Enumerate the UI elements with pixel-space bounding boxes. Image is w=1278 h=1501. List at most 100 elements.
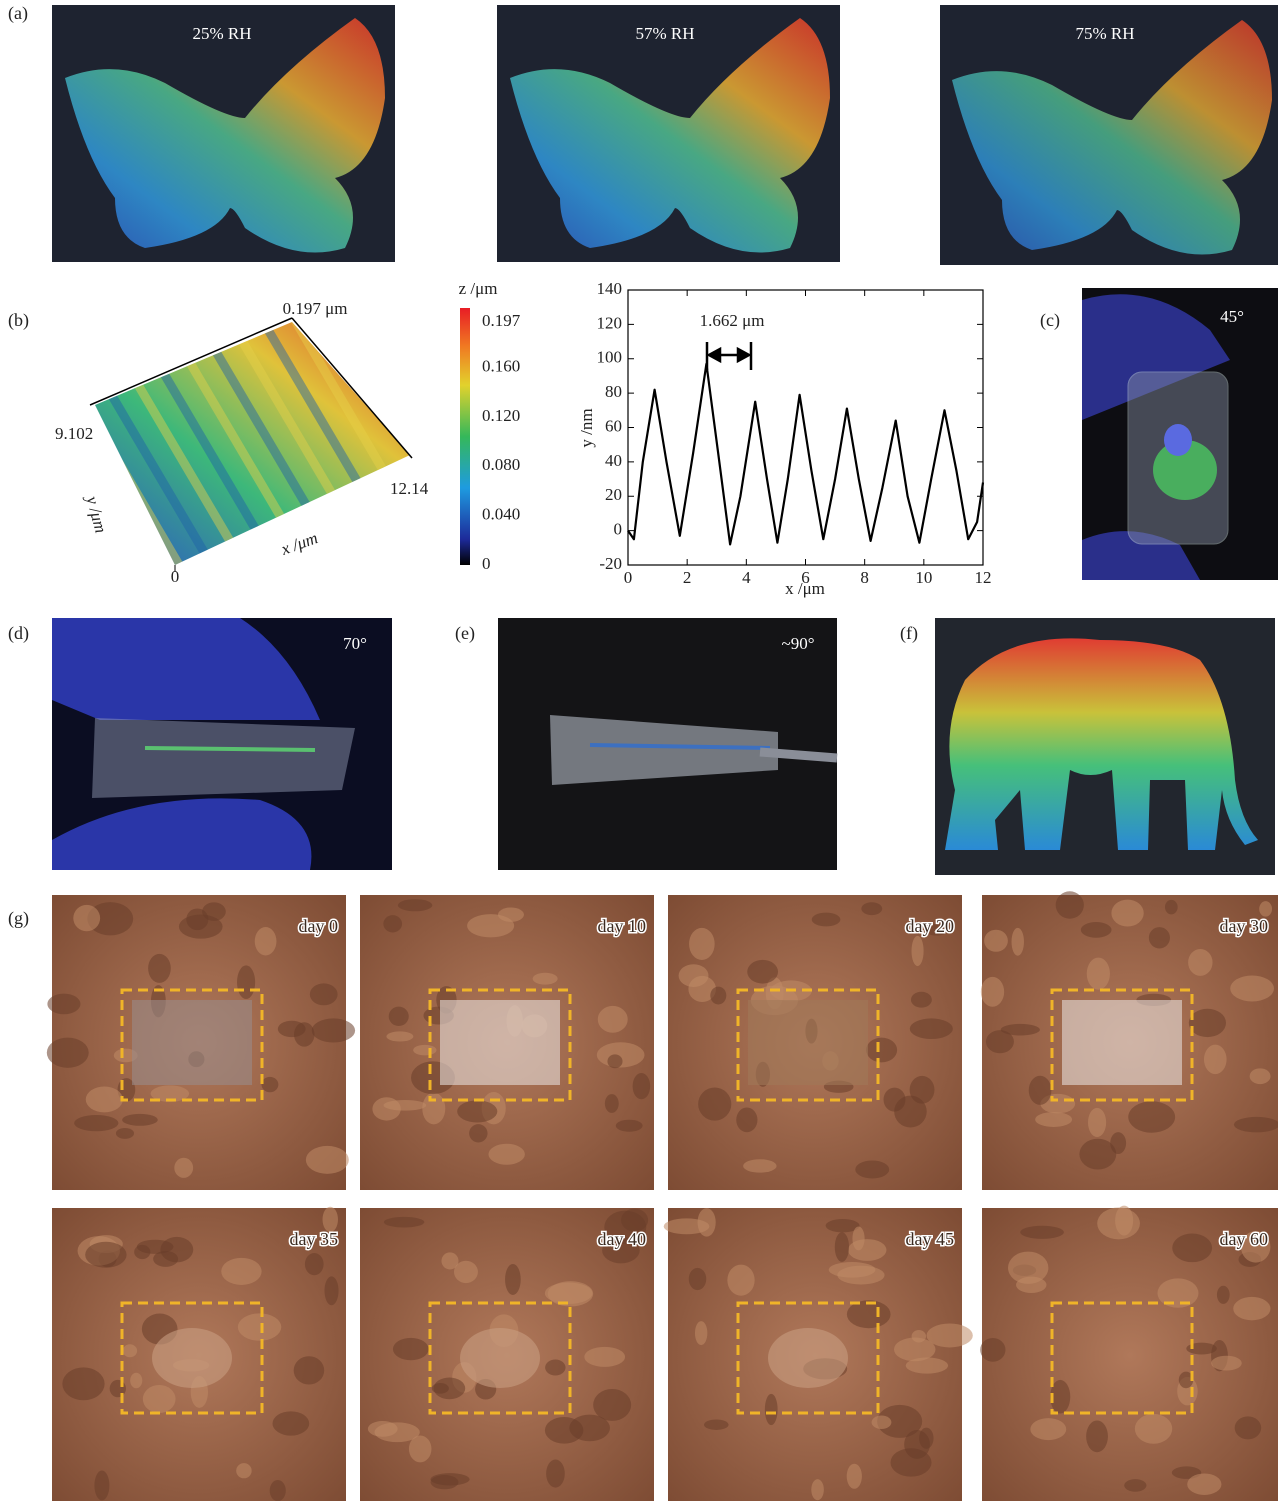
soil-clod	[431, 1475, 459, 1489]
soil-clod	[912, 936, 924, 966]
colorbar-tick-label: 0	[482, 554, 491, 573]
film	[748, 1000, 868, 1085]
y-tick-label: 100	[597, 348, 623, 367]
day-label: day 35	[290, 1229, 339, 1249]
soil-clod	[310, 983, 338, 1005]
soil-clod	[488, 1144, 524, 1165]
surface-x-max: 12.14	[390, 479, 429, 498]
arrow-head	[738, 349, 749, 361]
day-label: day 20	[906, 916, 955, 936]
soil-clod	[695, 1321, 707, 1345]
soil-clod	[221, 1258, 261, 1285]
surface-plot	[85, 317, 412, 575]
soil-clod	[584, 1347, 625, 1367]
soil-clod	[324, 1276, 338, 1305]
soil-clod	[1086, 1420, 1108, 1452]
soil-clod	[910, 1076, 935, 1104]
soil-clod	[837, 1266, 884, 1285]
soil-clod	[727, 1265, 754, 1296]
annotation-arrow	[707, 342, 751, 370]
soil-clod	[710, 987, 726, 1005]
soil-clod	[457, 1100, 497, 1122]
soil-clod	[861, 902, 882, 915]
soil-clod	[1029, 1076, 1052, 1105]
data-line	[628, 364, 983, 545]
soil-clod	[237, 965, 255, 999]
panel-label: (g)	[8, 908, 29, 929]
x-tick-label: 2	[683, 568, 692, 587]
soil-clod	[1087, 958, 1110, 990]
panel-label: (e)	[455, 623, 475, 644]
angle-label: 70°	[343, 634, 367, 653]
soil-clod	[422, 1093, 445, 1125]
soil-clod	[743, 1159, 776, 1172]
colorbar-tick-label: 0.160	[482, 357, 520, 376]
surface-y-max: 9.102	[55, 424, 93, 443]
soil-clod	[1259, 901, 1272, 916]
humidity-label: 25% RH	[192, 24, 251, 43]
soil-clod	[910, 1018, 953, 1039]
soil-clod	[1111, 900, 1143, 927]
soil-clod	[1211, 1356, 1242, 1371]
x-tick-label: 12	[975, 568, 992, 587]
soil-clod	[811, 1479, 824, 1500]
soil-clod	[1035, 1112, 1072, 1127]
soil-clod	[545, 1360, 565, 1376]
surface-y-label: y /μm	[82, 492, 111, 535]
soil-clod	[278, 1021, 306, 1037]
soil-clod	[533, 973, 558, 985]
soil-clod	[384, 1217, 424, 1228]
soil-clod	[368, 1421, 398, 1437]
soil-clod	[1204, 1045, 1227, 1074]
soil-clod	[1124, 1479, 1146, 1492]
soil-clod	[432, 1383, 449, 1394]
day-label: day 0	[299, 916, 339, 936]
film	[1062, 1000, 1182, 1085]
soil-clod	[174, 1158, 193, 1178]
soil-clod	[689, 1268, 707, 1290]
soil-clod	[919, 1428, 933, 1449]
surface-z-label: 0.197 μm	[283, 299, 348, 318]
colorbar-tick-label: 0.040	[482, 505, 520, 524]
x-tick-label: 8	[860, 568, 869, 587]
humidity-label: 57% RH	[635, 24, 694, 43]
soil-clod	[1135, 1414, 1172, 1444]
soil-clod	[1217, 1286, 1230, 1304]
film	[440, 1000, 560, 1085]
soil-clod	[1149, 927, 1170, 948]
soil-clod	[1250, 1068, 1271, 1084]
y-tick-label: 140	[597, 279, 623, 298]
soil-clod	[616, 1120, 643, 1132]
soil-clod	[607, 1054, 622, 1068]
soil-clod	[272, 1411, 309, 1435]
soil-clod	[85, 1242, 126, 1268]
soil-clod	[633, 1073, 651, 1099]
soil-clod	[305, 1253, 324, 1275]
soil-clod	[1081, 922, 1112, 938]
soil-clod	[413, 1045, 436, 1056]
angle-label: ~90°	[782, 634, 815, 653]
soil-clod	[122, 1114, 158, 1126]
y-axis-label: y /nm	[577, 408, 596, 447]
soil-clod	[704, 1420, 729, 1430]
colorbar-tick-label: 0.197	[482, 311, 521, 330]
soil-clod	[1128, 1101, 1175, 1132]
soil-clod	[1079, 1139, 1116, 1170]
soil-clod	[236, 1463, 251, 1478]
soil-clod	[981, 977, 1004, 1007]
soil-clod	[855, 1160, 889, 1178]
soil-clod	[927, 1323, 973, 1347]
film	[1164, 424, 1192, 456]
chart: -20020406080100120140024681012	[597, 279, 992, 587]
soil-clod	[62, 1367, 104, 1400]
soil-clod	[47, 994, 80, 1015]
soil-clod	[312, 1018, 355, 1042]
panel-label: (a)	[8, 3, 28, 24]
soil-clod	[110, 1380, 126, 1397]
soil-clod	[984, 930, 1008, 952]
soil-clod	[986, 1030, 1014, 1053]
soil-clod	[47, 1038, 89, 1068]
soil-clod	[911, 992, 932, 1008]
soil-clod	[546, 1460, 565, 1488]
surface-x-label: x /μm	[278, 528, 321, 559]
